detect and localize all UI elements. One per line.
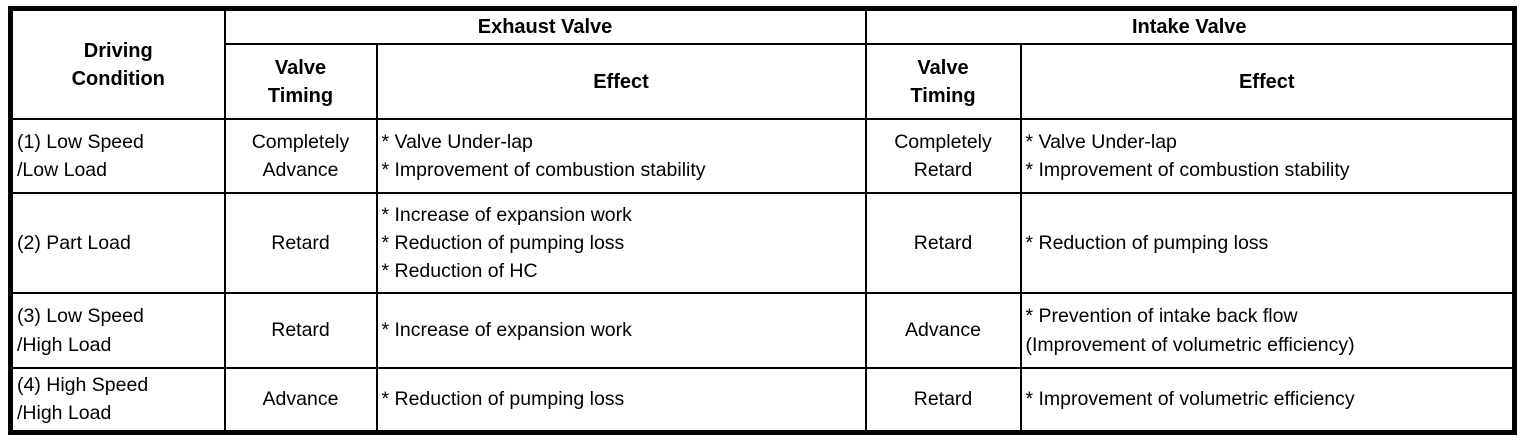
intake-timing-cell: Retard [864,366,1022,434]
intake-valve-header: Intake Valve [864,7,1516,45]
table-row: (2) Part Load Retard * Increase of expan… [9,192,1516,294]
driving-condition-header: Driving Condition [9,7,226,120]
intake-effect-header: Effect [1019,43,1516,120]
exhaust-timing-cell: Completely Advance [223,118,378,194]
exhaust-effect-cell: * Increase of expansion work * Reduction… [375,192,867,294]
exhaust-effect-cell: * Reduction of pumping loss [375,366,867,434]
intake-effect-cell: * Improvement of volumetric efficiency [1019,366,1516,434]
intake-effect-cell: * Reduction of pumping loss [1019,192,1516,294]
exhaust-effect-cell: * Increase of expansion work [375,292,867,369]
exhaust-timing-cell: Advance [223,366,378,434]
intake-effect-cell: * Valve Under-lap * Improvement of combu… [1019,118,1516,194]
intake-valve-timing-header: Valve Timing [864,43,1022,120]
condition-cell: (1) Low Speed /Low Load [9,118,226,194]
condition-cell: (4) High Speed /High Load [9,366,226,434]
intake-timing-cell: Retard [864,192,1022,294]
header-row-sub: Valve Timing Effect Valve Timing Effect [11,43,1516,120]
exhaust-valve-header: Exhaust Valve [223,7,867,45]
intake-effect-cell: * Prevention of intake back flow (Improv… [1019,292,1516,369]
header-row-group: Driving Condition Exhaust Valve Intake V… [9,7,1516,120]
exhaust-effect-header: Effect [375,43,867,120]
exhaust-timing-cell: Retard [223,192,378,294]
intake-timing-cell: Advance [864,292,1022,369]
condition-cell: (2) Part Load [9,192,226,294]
table-row: (3) Low Speed /High Load Retard * Increa… [9,292,1516,369]
intake-timing-cell: Completely Retard [864,118,1022,194]
table-row: (4) High Speed /High Load Advance * Redu… [9,366,1516,434]
table-row: (1) Low Speed /Low Load Completely Advan… [9,118,1516,194]
exhaust-timing-cell: Retard [223,292,378,369]
valve-timing-table: Driving Condition Exhaust Valve Intake V… [8,6,1517,435]
exhaust-effect-cell: * Valve Under-lap * Improvement of combu… [375,118,867,194]
exhaust-valve-timing-header: Valve Timing [223,43,378,120]
condition-cell: (3) Low Speed /High Load [9,292,226,369]
